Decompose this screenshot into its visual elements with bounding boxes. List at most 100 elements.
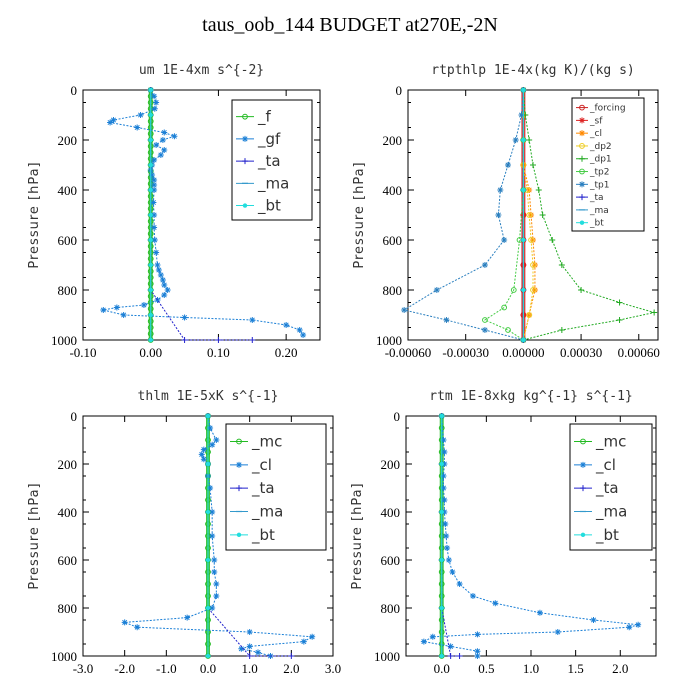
data-point (140, 302, 147, 308)
legend-item: _dp1 (576, 155, 612, 165)
data-point (153, 249, 160, 256)
data-point (153, 142, 160, 148)
legend-item: _cl (576, 129, 602, 139)
legend-label: _bt (257, 197, 281, 216)
legend-label: _cl (589, 129, 602, 139)
y-tick-label: 1000 (376, 333, 402, 348)
x-tick-label: 0.00 (139, 345, 162, 360)
data-point (148, 112, 153, 118)
legend-item: _forcing (576, 104, 626, 114)
legend-label: _ma (595, 503, 627, 522)
subplot-1: um 1E-4xm s^{-2} Pressure [hPa] 0 200 400 600… (27, 63, 321, 360)
data-point (651, 309, 658, 316)
data-point (521, 137, 526, 143)
data-point (213, 437, 220, 443)
data-point (205, 509, 211, 515)
legend-label: _bt (595, 526, 619, 545)
data-point (161, 282, 168, 288)
data-point (150, 199, 157, 206)
legend-marker (579, 130, 585, 137)
data-point (497, 187, 504, 193)
data-point (215, 337, 222, 343)
x-tick-label: 0.0 (434, 661, 450, 676)
y-tick-label: 200 (381, 457, 401, 472)
data-point (110, 117, 117, 123)
data-point (521, 287, 526, 293)
y-tick-label: 800 (58, 601, 78, 616)
data-point (456, 653, 463, 659)
data-point (100, 307, 107, 313)
series-bt (148, 87, 153, 343)
series-line (124, 415, 314, 657)
data-point (159, 137, 166, 143)
legend-marker (236, 485, 242, 492)
legend-label: _cl (251, 456, 272, 475)
data-point (474, 653, 481, 659)
legend-label: _ta (251, 479, 275, 498)
legend-item: _sf (576, 116, 603, 126)
series-line (422, 415, 639, 656)
legend-item: _ta (230, 479, 275, 498)
data-point (635, 621, 642, 628)
data-point (521, 87, 526, 93)
data-point (198, 451, 205, 458)
y-tick-label: 0 (394, 409, 401, 424)
data-point (205, 653, 211, 659)
data-point (521, 237, 526, 243)
data-point (439, 557, 444, 563)
data-point (300, 638, 307, 645)
data-point (528, 237, 534, 243)
legend-label: _bt (251, 526, 275, 545)
data-point (558, 262, 565, 268)
data-point (518, 112, 525, 118)
data-point (159, 277, 166, 283)
data-point (134, 624, 141, 631)
data-point (121, 619, 128, 626)
legend-marker (236, 461, 242, 468)
data-point (205, 461, 211, 467)
data-point (205, 605, 211, 611)
y-tick-label: 0 (71, 83, 78, 98)
legend-label: _ta (595, 479, 619, 498)
x-tick-label: -3.0 (73, 661, 94, 676)
data-point (554, 629, 561, 635)
data-point (107, 119, 114, 126)
data-point (309, 633, 316, 640)
data-point (530, 287, 536, 293)
legend-item: _cl (574, 456, 616, 475)
plot-frame (407, 89, 659, 341)
legend-label: _mc (595, 433, 626, 452)
data-point (469, 593, 476, 599)
data-point (207, 425, 214, 431)
data-point (440, 437, 447, 443)
subplot-3: thlm 1E-5xK s^{-1} Pressure [hPa] 0 200 400 6… (27, 389, 341, 676)
data-point (161, 147, 168, 153)
x-tick-label: -2.0 (114, 661, 135, 676)
data-point (148, 337, 153, 343)
data-point (249, 337, 256, 343)
data-point (456, 581, 463, 587)
y-tick-label: 200 (58, 133, 78, 148)
data-point (296, 327, 303, 333)
legend-item: _bt (574, 526, 619, 545)
data-point (148, 137, 153, 143)
subplot-title: rtpthlp 1E-4x(kg K)/(kg s) (431, 63, 635, 78)
data-point (181, 337, 188, 343)
y-tick-label: 800 (58, 283, 78, 298)
y-tick-label: 0 (71, 409, 78, 424)
data-point (521, 187, 526, 193)
subplot-4: rtm 1E-8xkg kg^{-1} s^{-1} Pressure [hPa]… (350, 389, 657, 676)
legend-label: _dp1 (589, 155, 612, 165)
legend-label: _sf (589, 116, 603, 126)
data-point (401, 307, 408, 313)
legend-item: _bt (230, 526, 275, 545)
legend-item: _ta (576, 193, 604, 203)
data-point (255, 649, 261, 656)
legend-item: _ma (574, 503, 627, 522)
legend-item: _tp2 (576, 168, 609, 178)
legend: _forcing _sf _cl _dp2 _dp1 _tp2 _tp1 _ta _ma _bt (571, 97, 645, 232)
y-tick-label: 400 (58, 505, 78, 520)
y-tick-label: 400 (381, 505, 401, 520)
series-bt (439, 413, 444, 659)
legend-label: _dp2 (589, 142, 612, 152)
